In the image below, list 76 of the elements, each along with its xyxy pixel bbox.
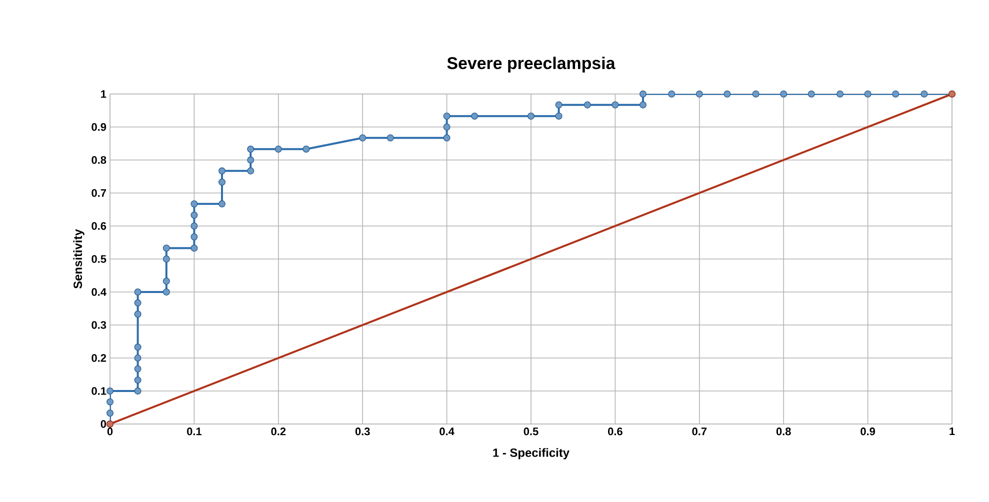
point — [190, 244, 198, 252]
point — [386, 134, 394, 142]
point — [190, 200, 198, 208]
point — [162, 288, 170, 296]
point — [752, 90, 760, 98]
point — [584, 101, 591, 108]
y-tick-label: 0.8 — [92, 156, 106, 164]
point — [106, 410, 114, 417]
point — [247, 146, 254, 153]
x-tick-label: 0.8 — [776, 428, 791, 436]
y-tick-label: 1 — [101, 90, 106, 98]
point — [555, 101, 562, 108]
point — [190, 233, 198, 240]
point — [920, 90, 928, 98]
y-tick-label: 0.3 — [92, 321, 106, 329]
point — [134, 354, 142, 362]
point — [134, 365, 142, 372]
point — [134, 376, 142, 384]
point — [892, 90, 900, 98]
x-tick-label: 0.9 — [860, 428, 876, 436]
point — [443, 134, 450, 142]
point — [162, 244, 170, 252]
point — [808, 90, 815, 98]
y-tick-label: 0 — [100, 420, 106, 428]
point — [247, 167, 254, 174]
y-tick-label: 0.7 — [92, 189, 106, 197]
point — [780, 90, 788, 98]
point — [528, 112, 534, 120]
point — [247, 156, 254, 164]
point — [668, 90, 676, 98]
point — [443, 124, 450, 130]
point — [190, 222, 198, 230]
point — [443, 112, 450, 120]
point — [162, 278, 170, 285]
point — [218, 178, 226, 186]
x-tick-label: 1 — [950, 428, 955, 436]
y-tick-label: 0.2 — [92, 354, 106, 362]
point — [162, 256, 170, 262]
y-tick-label: 0.4 — [92, 288, 106, 296]
point — [134, 310, 142, 318]
point — [471, 112, 478, 120]
y-tick-label: 0.9 — [92, 123, 106, 131]
x-tick-label: 0.5 — [524, 428, 538, 436]
point — [302, 146, 310, 153]
point — [724, 90, 731, 98]
x-axis-title: 1 - Specificity — [493, 448, 570, 460]
chart-title: Severe preeclampsia — [447, 56, 616, 72]
point — [218, 167, 226, 174]
point — [134, 388, 142, 394]
x-tick-label: 0.7 — [692, 428, 707, 436]
point — [134, 344, 142, 351]
x-tick-label: 0.1 — [187, 428, 202, 436]
point — [696, 90, 703, 98]
point — [106, 398, 114, 406]
point — [640, 101, 646, 108]
x-tick-label: 0.6 — [608, 428, 622, 436]
point — [612, 101, 619, 108]
point — [836, 90, 844, 98]
point — [134, 288, 142, 296]
x-tick-label: 0.3 — [355, 428, 370, 436]
point — [864, 90, 872, 98]
x-tick-label: 0.2 — [271, 428, 286, 436]
y-axis-title: Sensitivity — [73, 229, 84, 289]
y-tick-label: 0.5 — [92, 255, 106, 263]
point — [555, 112, 562, 120]
point — [134, 299, 142, 306]
point — [106, 388, 114, 394]
point — [274, 146, 282, 153]
point — [359, 134, 366, 142]
x-tick-label: 0.4 — [440, 428, 454, 436]
point — [218, 200, 226, 208]
x-tick-label: 0 — [107, 428, 113, 436]
y-tick-label: 0.6 — [92, 222, 106, 230]
y-tick-label: 0.1 — [92, 387, 106, 395]
point — [190, 212, 198, 219]
point — [640, 90, 646, 98]
